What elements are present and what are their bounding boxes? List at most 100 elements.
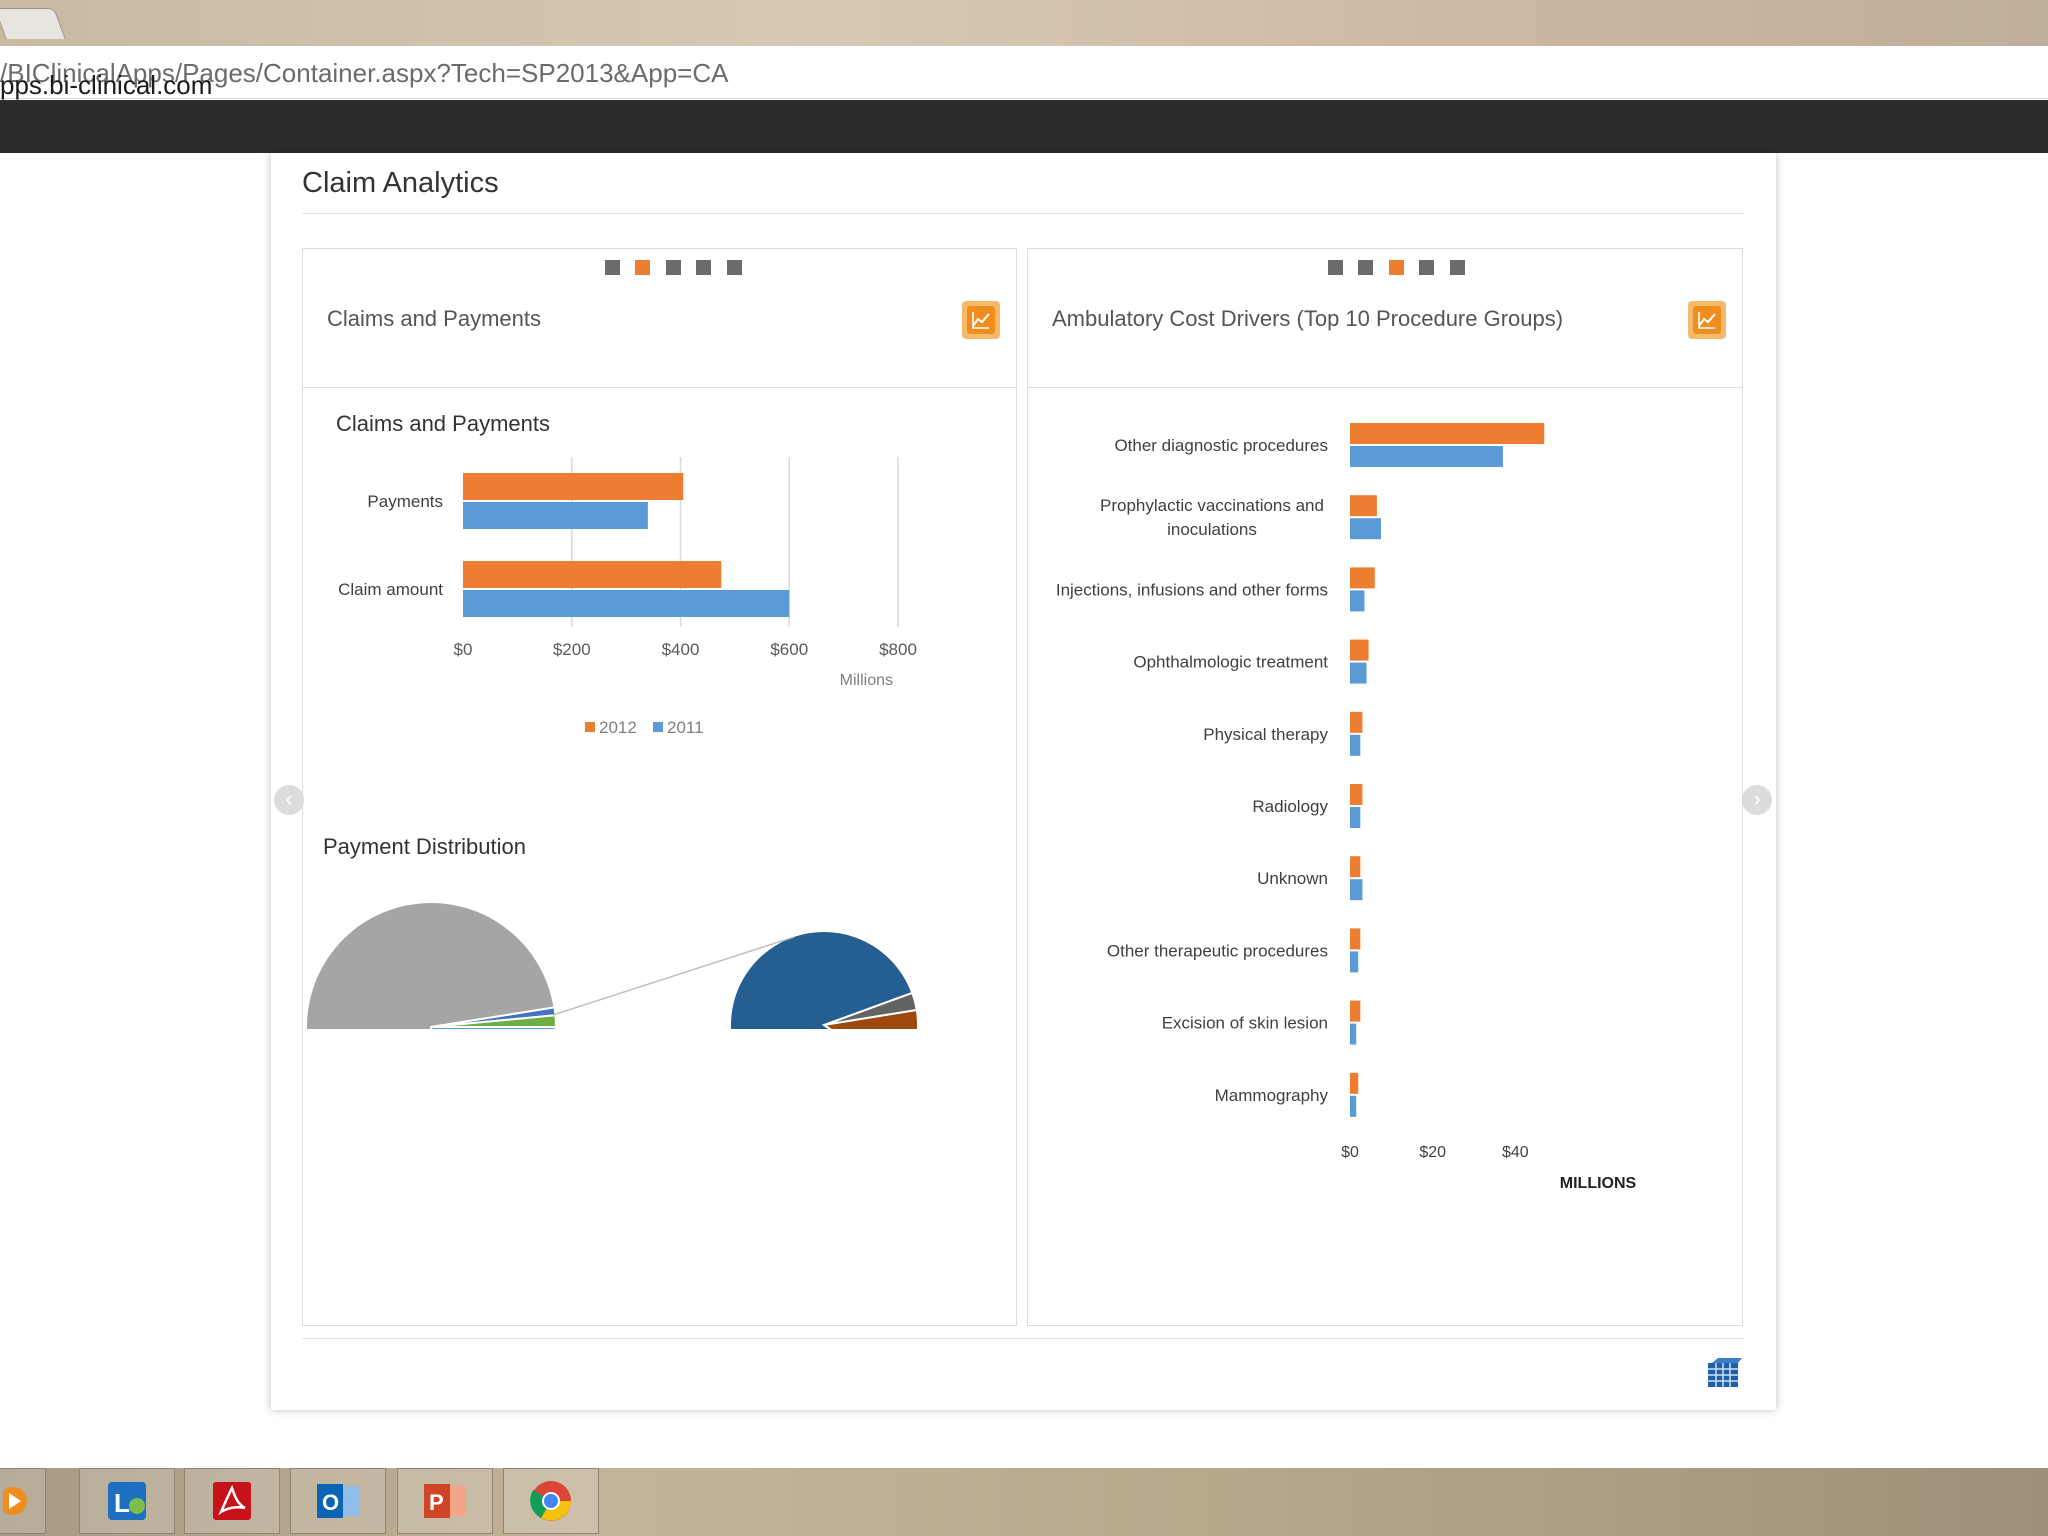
claims-payments-card: Claims and Payments Claims and Payments $…	[302, 248, 1017, 1326]
chrome-icon	[530, 1481, 571, 1521]
carousel-dot-active[interactable]	[635, 260, 650, 275]
carousel-dot[interactable]	[1328, 260, 1343, 275]
next-arrow-icon[interactable]: ›	[1742, 785, 1772, 815]
category-label: Other therapeutic procedures	[1107, 941, 1328, 960]
card-header: Claims and Payments	[303, 249, 1016, 388]
secondary-pie-slice	[729, 930, 914, 1029]
grid-view-icon[interactable]	[1706, 1357, 1742, 1389]
category-label: Other diagnostic procedures	[1114, 436, 1328, 455]
x-axis-label: MILLIONS	[1560, 1175, 1637, 1192]
browser-tab-strip	[0, 0, 2048, 46]
footer-divider	[302, 1338, 1745, 1339]
bar	[1350, 734, 1361, 756]
bar	[1350, 423, 1545, 444]
taskbar-chrome[interactable]	[503, 1468, 599, 1534]
taskbar-media-player[interactable]	[0, 1468, 46, 1534]
legend-label: 2012	[599, 718, 637, 737]
x-tick-label: $20	[1419, 1144, 1446, 1161]
carousel-dot[interactable]	[666, 260, 681, 275]
site-nav-bar	[0, 100, 2048, 153]
category-label: Unknown	[1257, 869, 1328, 888]
bar	[1350, 639, 1369, 661]
carousel-dot[interactable]	[605, 260, 620, 275]
cost-drivers-card: Ambulatory Cost Drivers (Top 10 Procedur…	[1027, 248, 1743, 1326]
x-tick-label: $400	[662, 640, 700, 659]
chart-view-button[interactable]	[1688, 301, 1726, 339]
bar	[1350, 807, 1361, 828]
card-header: Ambulatory Cost Drivers (Top 10 Procedur…	[1028, 249, 1742, 388]
claims-payments-chart: Claims and Payments $0 $200 $400 $600 $800 Mil…	[305, 411, 919, 1029]
chart-title: Claims and Payments	[336, 411, 550, 436]
title-divider	[302, 213, 1745, 214]
svg-text:L: L	[114, 1488, 130, 1518]
powerpoint-icon: P	[424, 1484, 466, 1518]
carousel-dot[interactable]	[1358, 260, 1373, 275]
bar	[1350, 518, 1381, 540]
pie-slice	[305, 901, 556, 1029]
x-tick-label: $600	[770, 640, 808, 659]
legend-swatch	[585, 722, 595, 732]
carousel-dot[interactable]	[1450, 260, 1465, 275]
category-label: Physical therapy	[1203, 725, 1328, 744]
bar	[1350, 1095, 1357, 1117]
bar	[1350, 784, 1363, 805]
x-tick-label: $0	[454, 640, 473, 659]
category-label: Prophylactic vaccinations and inoculation…	[1100, 496, 1324, 539]
carousel-dot[interactable]	[1419, 260, 1434, 275]
acrobat-icon	[213, 1482, 251, 1520]
bar-2012	[463, 561, 722, 588]
category-label: Ophthalmologic treatment	[1133, 653, 1328, 672]
lync-icon: L	[108, 1482, 146, 1520]
x-tick-label: $40	[1502, 1144, 1529, 1161]
category-label: Claim amount	[338, 580, 443, 599]
bar	[1350, 662, 1367, 684]
bar	[1350, 879, 1363, 901]
bar	[1350, 1000, 1361, 1022]
secondary-pie-slice	[821, 1008, 919, 1029]
cost-drivers-chart: Other diagnostic procedures Prophylactic …	[1056, 423, 1637, 1192]
bar	[1350, 1023, 1357, 1045]
connector-line	[552, 936, 795, 1016]
card-title: Claims and Payments	[327, 306, 541, 331]
taskbar-acrobat[interactable]	[184, 1468, 280, 1534]
pie-slice	[430, 1014, 558, 1028]
address-bar[interactable]: pps.bi-clinical.com/BIClinicalApps/Pages…	[0, 46, 2048, 100]
x-axis-label: Millions	[840, 672, 893, 689]
bar	[1350, 590, 1365, 612]
x-tick-label: $200	[553, 640, 591, 659]
carousel-dot-active[interactable]	[1389, 260, 1404, 275]
chart-view-button[interactable]	[962, 301, 1000, 339]
legend-label: 2011	[667, 718, 704, 737]
category-label: Injections, infusions and other forms	[1056, 580, 1328, 599]
page-title: Claim Analytics	[302, 167, 499, 199]
svg-text:P: P	[429, 1490, 444, 1515]
bar	[1350, 567, 1375, 589]
pie-title: Payment Distribution	[323, 834, 526, 859]
bar	[1350, 951, 1359, 973]
taskbar-lync[interactable]: L	[79, 1468, 175, 1534]
category-label: Payments	[367, 492, 443, 511]
category-label: Mammography	[1215, 1086, 1329, 1105]
bar-2012	[463, 473, 684, 500]
taskbar-powerpoint[interactable]: P	[397, 1468, 493, 1534]
url-text: pps.bi-clinical.com/BIClinicalApps/Pages…	[0, 58, 729, 100]
carousel-dot[interactable]	[696, 260, 711, 275]
bar	[1350, 446, 1503, 467]
browser-tab[interactable]	[0, 8, 66, 39]
carousel-dots	[1328, 260, 1468, 278]
legend-swatch	[653, 722, 663, 732]
carousel-dots	[605, 260, 745, 278]
carousel-dot[interactable]	[727, 260, 742, 275]
bar	[1350, 928, 1361, 950]
prev-arrow-icon[interactable]: ‹	[274, 785, 304, 815]
claim-analytics-panel: Claim Analytics Claims and Payments Clai…	[271, 153, 1776, 1410]
x-tick-label: $0	[1341, 1144, 1359, 1161]
taskbar-outlook[interactable]: O	[290, 1468, 386, 1534]
bar-2011	[463, 590, 790, 617]
x-tick-label: $800	[879, 640, 917, 659]
bar	[1350, 711, 1363, 733]
outlook-icon: O	[317, 1484, 359, 1518]
category-label: Radiology	[1252, 797, 1328, 816]
bar	[1350, 495, 1377, 517]
card-title: Ambulatory Cost Drivers (Top 10 Procedur…	[1052, 306, 1564, 331]
